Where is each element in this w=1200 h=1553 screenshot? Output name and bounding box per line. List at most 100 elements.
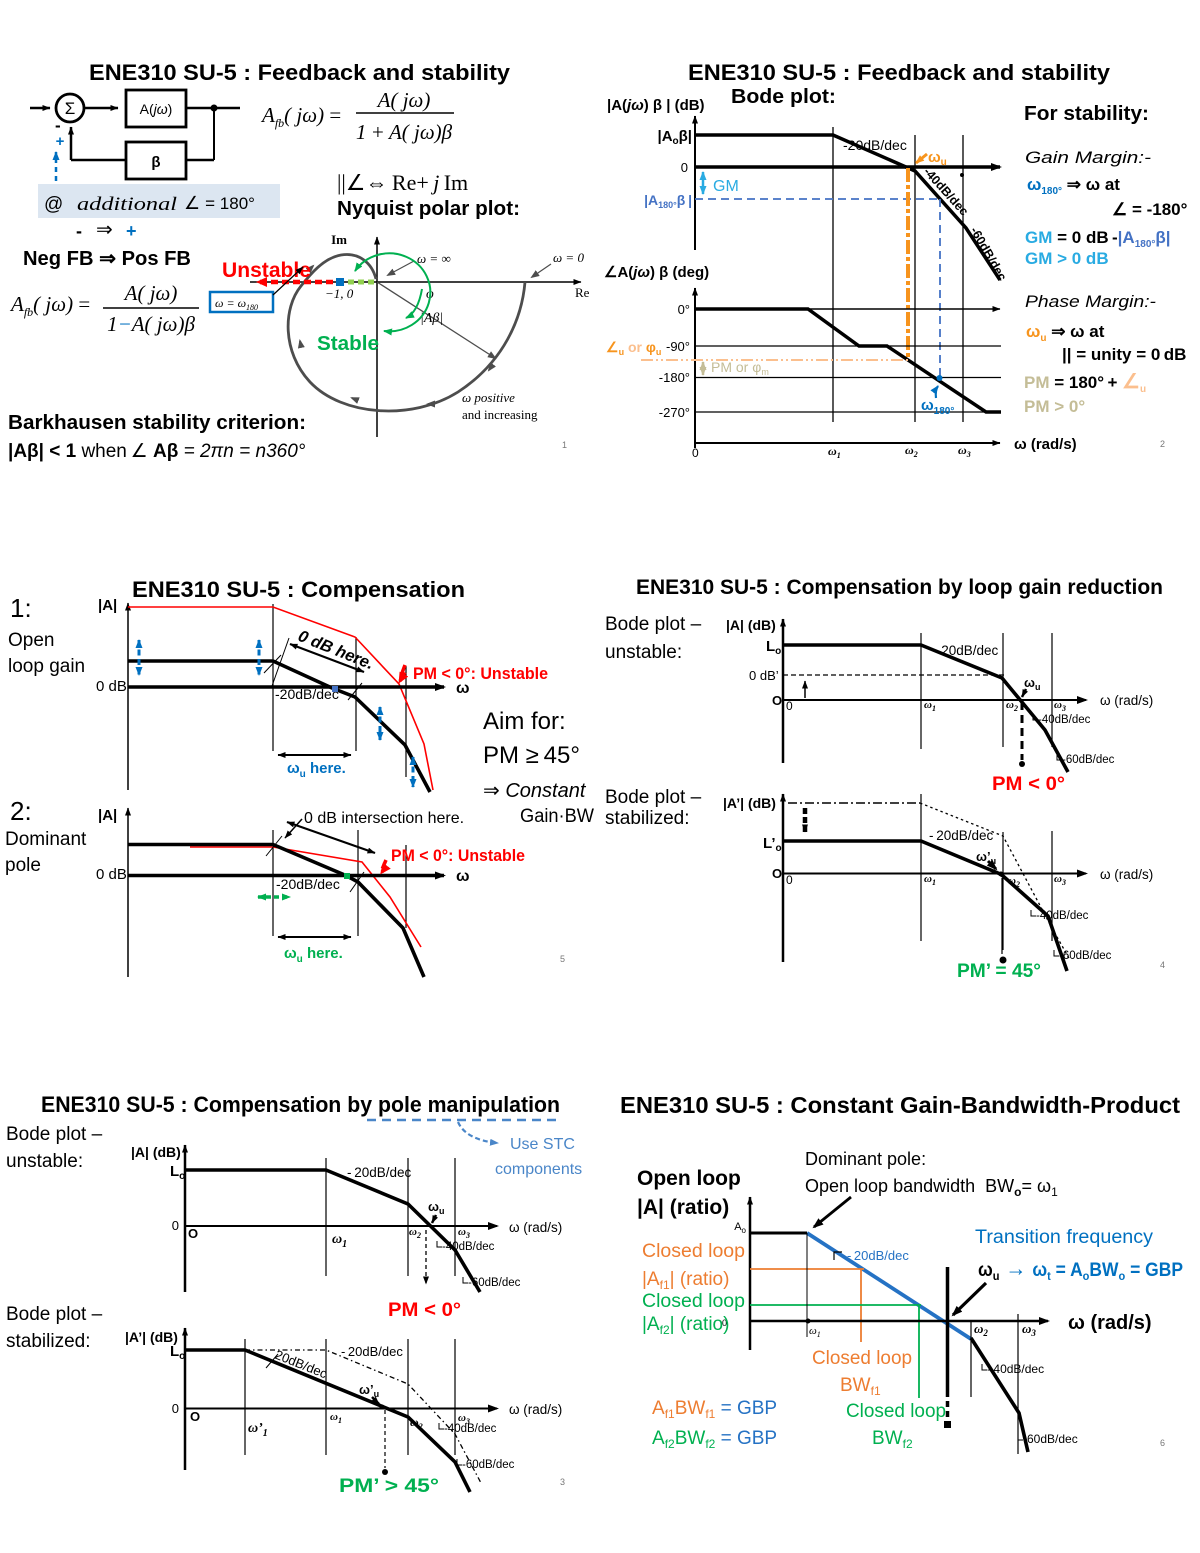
svg-text:Closed loop: Closed loop [642, 1241, 745, 1262]
svg-text:-60dB/dec: -60dB/dec [468, 1277, 521, 1289]
svg-text:-60dB/dec: -60dB/dec [1059, 950, 1112, 962]
svg-text:Dominant: Dominant [5, 829, 87, 850]
svg-text:Σ: Σ [65, 99, 76, 118]
svg-text:0°: 0° [678, 302, 690, 317]
svg-text:A(jω): A(jω) [140, 101, 173, 117]
svg-text:Af1BWf1 = GBP: Af1BWf1 = GBP [652, 1398, 777, 1421]
svg-text:-: - [55, 116, 61, 135]
svg-text:BWf1: BWf1 [840, 1375, 881, 1398]
svg-text:PM > 0°: PM > 0° [1024, 397, 1085, 416]
svg-text:ω (rad/s): ω (rad/s) [1100, 867, 1153, 882]
svg-text:Use STC: Use STC [510, 1136, 575, 1153]
svg-text:|A(jω) β | (dB): |A(jω) β | (dB) [607, 97, 705, 114]
svg-text:additional: additional [77, 194, 177, 215]
svg-text:PM’ > 45°: PM’ > 45° [339, 1476, 439, 1497]
svg-text:ω2: ω2 [409, 1226, 421, 1240]
svg-text:ω (rad/s): ω (rad/s) [1068, 1312, 1152, 1334]
svg-text:0 dB’: 0 dB’ [749, 668, 779, 683]
svg-text:unstable:: unstable: [6, 1151, 83, 1172]
svg-text:-270°: -270° [659, 405, 690, 420]
svg-text:ωu here.: ωu here. [287, 760, 346, 780]
svg-text:-: - [76, 221, 82, 241]
svg-text:ω2: ω2 [410, 1415, 423, 1431]
svg-text:-20dB/dec: -20dB/dec [843, 137, 907, 153]
svg-text:A( jω): A( jω) [376, 88, 431, 112]
svg-text:ω1: ω1 [809, 1325, 821, 1339]
svg-text:-60dB/dec: -60dB/dec [462, 1459, 515, 1471]
svg-text:0: 0 [786, 699, 793, 713]
svg-text:ω3: ω3 [1054, 873, 1066, 887]
svg-text:0: 0 [692, 446, 699, 460]
svg-text:Neg FB ⇒ Pos FB: Neg FB ⇒ Pos FB [23, 248, 191, 270]
svg-text:Open loop: Open loop [637, 1167, 741, 1190]
svg-text:ω1: ω1 [330, 1411, 342, 1425]
svg-text:ω1: ω1 [828, 444, 841, 460]
svg-text:Im: Im [331, 232, 347, 247]
svg-text:|A’| (dB): |A’| (dB) [723, 795, 776, 811]
svg-text:|Aβ|: |Aβ| [420, 311, 443, 326]
svg-text:stabilized:: stabilized: [605, 808, 690, 829]
svg-text:ω3: ω3 [1054, 699, 1066, 713]
svg-text:ω (rad/s): ω (rad/s) [1100, 693, 1153, 708]
svg-text:ENE310 SU-5 : Constant Gain-Ba: ENE310 SU-5 : Constant Gain-Bandwidth-Pr… [620, 1092, 1180, 1118]
svg-text:For stability:: For stability: [1024, 103, 1149, 125]
svg-text:ω (rad/s): ω (rad/s) [509, 1402, 562, 1417]
svg-text:O: O [190, 1409, 200, 1424]
svg-text:GM: GM [713, 178, 739, 195]
svg-text:|A| (ratio): |A| (ratio) [637, 1196, 729, 1219]
svg-text:∠ = -180°: ∠ = -180° [1112, 200, 1188, 219]
svg-text:||∠⇔ Re+ j Im: ||∠⇔ Re+ j Im [337, 170, 468, 195]
svg-text:Open loop bandwidth BWo= ω1: Open loop bandwidth BWo= ω1 [805, 1176, 1058, 1199]
svg-text:O: O [188, 1226, 198, 1241]
svg-text:0: 0 [681, 160, 688, 175]
svg-text:0: 0 [172, 1401, 179, 1416]
svg-text:ENE310 SU-5 : Feedback and sta: ENE310 SU-5 : Feedback and stability [89, 60, 511, 85]
svg-text:+: + [56, 133, 65, 150]
svg-text:Ao: Ao [734, 1221, 746, 1235]
svg-text:0: 0 [722, 1318, 727, 1328]
svg-text:components: components [495, 1161, 582, 1178]
svg-text:⇒ Constant: ⇒ Constant [483, 780, 587, 802]
svg-text:Stable: Stable [317, 333, 379, 355]
svg-text:PM or φm: PM or φm [711, 359, 769, 377]
svg-text:PM < 0°: Unstable: PM < 0°: Unstable [391, 847, 525, 865]
svg-text:|Af1| (ratio): |Af1| (ratio) [642, 1269, 729, 1292]
svg-text:-40dB/dec: -40dB/dec [1036, 910, 1089, 922]
svg-text:0: 0 [172, 1218, 179, 1233]
svg-text:PM < 0°: PM < 0° [388, 1300, 461, 1321]
svg-text:Closed loop: Closed loop [812, 1348, 912, 1369]
svg-text:ENE310 SU-5 : Feedback and sta: ENE310 SU-5 : Feedback and stability [688, 60, 1111, 85]
svg-text:ω’1: ω’1 [248, 1421, 268, 1439]
svg-text:and increasing: and increasing [462, 407, 538, 422]
svg-text:2:: 2: [10, 796, 32, 826]
svg-text:-40dB/dec: -40dB/dec [444, 1423, 497, 1435]
svg-text:ω = ∞: ω = ∞ [417, 251, 451, 266]
svg-text:loop gain: loop gain [8, 656, 85, 677]
svg-text:- 40dB/dec: - 40dB/dec [987, 1362, 1044, 1376]
svg-text:3: 3 [560, 1477, 565, 1487]
svg-text:ω’u: ω’u [976, 849, 996, 866]
svg-text:2: 2 [1160, 439, 1165, 449]
svg-text:L’o: L’o [763, 835, 782, 854]
svg-text:O: O [772, 693, 782, 708]
svg-text:ω180°: ω180° [921, 397, 954, 417]
svg-text:Bode plot:: Bode plot: [731, 86, 836, 108]
svg-text:0 dB: 0 dB [96, 866, 127, 883]
svg-text:|A|: |A| [98, 597, 117, 614]
svg-text:ω positive: ω positive [462, 390, 515, 405]
svg-text:-60dB/dec: -60dB/dec [967, 225, 1009, 284]
svg-text:Gain·BW: Gain·BW [520, 806, 594, 827]
svg-text:A( jω): A( jω) [123, 281, 178, 305]
svg-text:Transition frequency: Transition frequency [975, 1227, 1154, 1248]
svg-text:4: 4 [1160, 960, 1165, 970]
svg-text:1: 1 [562, 440, 567, 450]
svg-text:Open: Open [8, 630, 54, 651]
svg-text:-60dB/dec: -60dB/dec [1062, 754, 1115, 766]
svg-text:ENE310 SU-5 : Compensation by: ENE310 SU-5 : Compensation by pole manip… [41, 1092, 560, 1117]
svg-text:⇒: ⇒ [96, 219, 113, 241]
svg-text:20dB/dec: 20dB/dec [273, 1347, 330, 1382]
svg-text:-20dB/dec: -20dB/dec [275, 686, 339, 702]
svg-text:ω180° ⇒ ω at: ω180° ⇒ ω at [1027, 175, 1120, 197]
svg-text:O: O [772, 866, 782, 881]
svg-text:|A| (dB): |A| (dB) [131, 1144, 181, 1160]
